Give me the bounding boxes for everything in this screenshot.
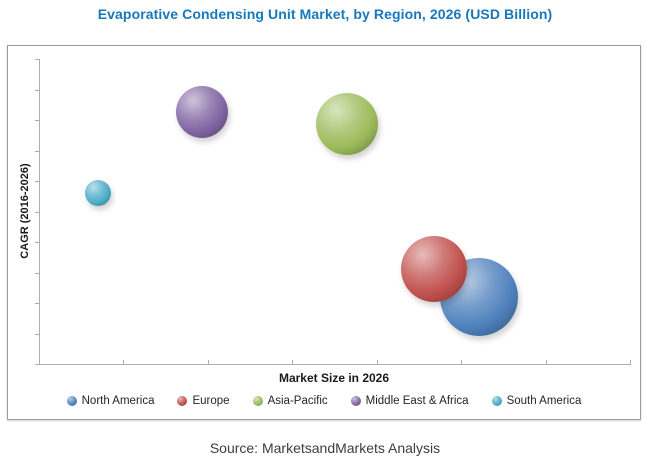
legend-label: North America <box>81 395 155 407</box>
y-axis-tick <box>35 242 40 243</box>
y-axis-tick <box>35 364 40 365</box>
x-axis-tick <box>376 360 378 365</box>
legend-marker-icon <box>350 396 361 406</box>
legend-label: Europe <box>192 395 230 407</box>
legend: North America Europe Asia-Pacific Middle Ea… <box>8 395 640 407</box>
x-axis-label: Market Size in 2026 <box>278 371 390 385</box>
legend-marker-icon <box>177 396 188 406</box>
legend-marker-icon <box>491 396 502 406</box>
plot-container: CAGR (2016-2026) Market Size in 2026 Nor… <box>7 45 641 420</box>
source-text: Source: MarketsandMarkets Analysis <box>209 440 441 456</box>
legend-label: Middle East & Africa <box>365 395 469 407</box>
y-axis-tick <box>35 150 40 152</box>
y-axis-tick <box>35 89 40 91</box>
bubble-middle-east-africa <box>176 86 229 139</box>
x-axis-tick <box>630 360 631 365</box>
y-axis-tick <box>35 333 40 335</box>
x-axis <box>39 364 630 365</box>
bubble-europe <box>400 236 467 303</box>
legend-item-asia-pacific: Asia-Pacific <box>252 395 328 407</box>
legend-item-europe: Europe <box>177 395 230 407</box>
x-axis-tick <box>461 360 463 365</box>
x-axis-tick <box>545 360 547 365</box>
legend-marker-icon <box>252 396 263 406</box>
y-axis-label: CAGR (2016-2026) <box>19 163 31 259</box>
legend-marker-icon <box>66 396 77 406</box>
y-axis-tick <box>35 59 40 60</box>
legend-item-middle-east-africa: Middle East & Africa <box>350 395 469 407</box>
x-axis-tick <box>207 360 209 365</box>
bubble-south-america <box>85 179 112 206</box>
y-axis-tick <box>35 303 40 304</box>
legend-item-north-america: North America <box>66 395 155 407</box>
y-axis-tick <box>35 181 40 182</box>
legend-label: South America <box>506 395 582 407</box>
x-axis-tick <box>123 360 125 365</box>
legend-label: Asia-Pacific <box>267 395 328 407</box>
x-axis-tick <box>39 360 40 365</box>
bubble-asia-pacific <box>315 92 378 155</box>
legend-item-south-america: South America <box>491 395 582 407</box>
x-axis-tick <box>292 360 294 365</box>
y-axis-tick <box>35 120 40 121</box>
y-axis-tick <box>35 272 40 274</box>
y-axis-tick <box>35 211 40 213</box>
chart-title: Evaporative Condensing Unit Market, by R… <box>97 6 553 22</box>
